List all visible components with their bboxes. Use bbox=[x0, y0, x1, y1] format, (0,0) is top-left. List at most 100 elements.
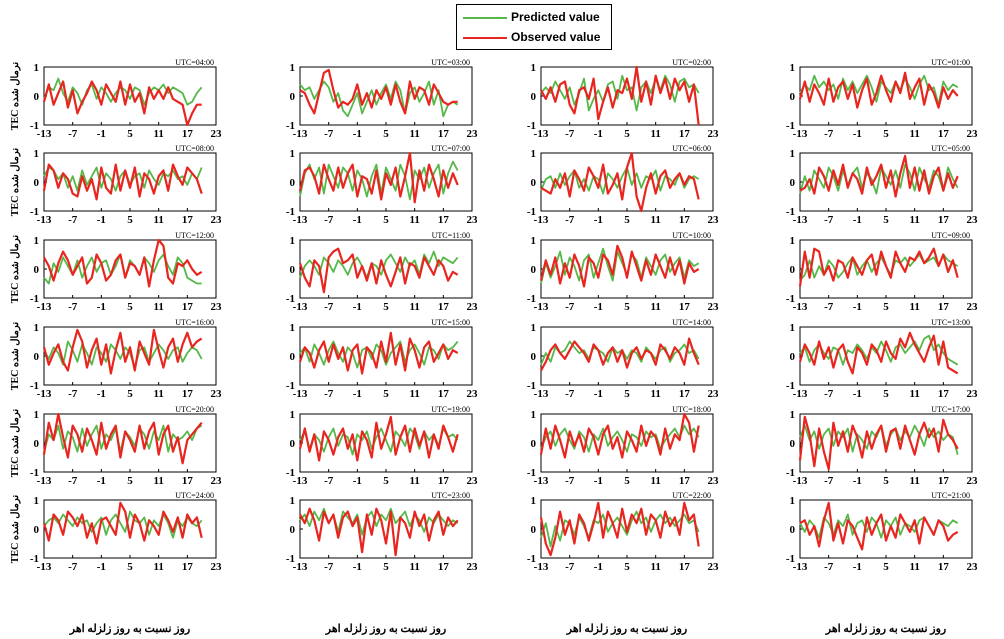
x-tick-label: 17 bbox=[182, 128, 194, 140]
x-tick-label: -7 bbox=[824, 301, 834, 313]
panel-title: UTC=24:00 bbox=[175, 491, 214, 500]
y-tick-label: 1 bbox=[790, 322, 796, 334]
x-tick-label: 11 bbox=[153, 388, 163, 400]
panel-title: UTC=04:00 bbox=[175, 58, 214, 67]
y-axis-label: TEC نرمال شده bbox=[10, 409, 21, 478]
predicted-series-line bbox=[43, 166, 203, 192]
x-tick-label: -7 bbox=[324, 214, 334, 226]
y-axis-label: TEC نرمال شده bbox=[10, 322, 21, 391]
y-tick-label: -1 bbox=[286, 206, 295, 218]
panel-title: UTC=13:00 bbox=[931, 318, 970, 327]
x-tick-label: 17 bbox=[438, 475, 450, 487]
panel-2: UTC=03:00 -1 0 1 -13 -7 -1 5 11 17 23 bbox=[286, 58, 478, 140]
x-tick-label: 17 bbox=[679, 388, 691, 400]
observed-series-line bbox=[798, 331, 959, 375]
y-tick-label: 0 bbox=[34, 177, 40, 189]
x-axis-label: روز نسبت به روز زلزله اهر bbox=[325, 623, 446, 635]
y-tick-label: -1 bbox=[786, 467, 795, 479]
observed-series-line bbox=[43, 238, 203, 288]
x-tick-label: -7 bbox=[68, 214, 78, 226]
x-tick-label: -13 bbox=[534, 128, 549, 140]
x-tick-label: 11 bbox=[153, 301, 163, 313]
observed-series-line bbox=[42, 501, 203, 545]
x-tick-label: 17 bbox=[182, 214, 194, 226]
y-tick-label: -1 bbox=[786, 380, 795, 392]
x-tick-label: -1 bbox=[97, 128, 106, 140]
x-tick-label: 23 bbox=[967, 214, 979, 226]
x-tick-label: -1 bbox=[97, 475, 106, 487]
observed-series-line bbox=[299, 68, 458, 115]
x-tick-label: 23 bbox=[211, 214, 223, 226]
x-tick-label: -1 bbox=[853, 301, 862, 313]
x-tick-label: -1 bbox=[97, 388, 106, 400]
y-tick-label: 0 bbox=[531, 524, 537, 536]
x-tick-label: 17 bbox=[938, 128, 950, 140]
panel-19: UTC=18:00 -1 0 1 -13 -7 -1 5 11 17 23 bbox=[527, 405, 719, 487]
x-tick-label: 11 bbox=[409, 475, 419, 487]
y-tick-label: 0 bbox=[790, 351, 796, 363]
x-tick-label: 17 bbox=[938, 561, 950, 573]
y-tick-label: -1 bbox=[30, 293, 39, 305]
x-tick-label: 5 bbox=[883, 214, 889, 226]
x-tick-label: 17 bbox=[938, 388, 950, 400]
y-axis-label: TEC نرمال شده bbox=[10, 235, 21, 304]
observed-series-line bbox=[42, 412, 203, 465]
panel-title: UTC=17:00 bbox=[931, 405, 970, 414]
x-tick-label: 23 bbox=[467, 561, 479, 573]
y-tick-label: 0 bbox=[290, 351, 296, 363]
x-tick-label: 23 bbox=[708, 561, 720, 573]
observed-series-line bbox=[798, 415, 959, 471]
panel-9: UTC=12:00 -1 0 1 -13 -7 -1 5 11 17 23 bbox=[30, 231, 222, 313]
y-tick-label: -1 bbox=[786, 120, 795, 132]
observed-series-line bbox=[298, 151, 459, 204]
x-tick-label: 17 bbox=[182, 301, 194, 313]
x-tick-label: -1 bbox=[97, 561, 106, 573]
predicted-series-line bbox=[43, 510, 203, 539]
x-tick-label: 17 bbox=[679, 475, 691, 487]
x-tick-label: 23 bbox=[967, 128, 979, 140]
x-tick-label: 5 bbox=[127, 128, 133, 140]
observed-series-line bbox=[298, 415, 459, 462]
y-tick-label: 0 bbox=[290, 91, 296, 103]
y-tick-label: -1 bbox=[30, 120, 39, 132]
y-tick-label: 1 bbox=[34, 148, 40, 160]
y-tick-label: 1 bbox=[34, 62, 40, 74]
x-tick-label: -13 bbox=[37, 388, 52, 400]
y-tick-label: 0 bbox=[34, 264, 40, 276]
x-tick-label: -13 bbox=[793, 214, 808, 226]
panel-title: UTC=22:00 bbox=[672, 491, 711, 500]
x-tick-label: 23 bbox=[708, 214, 720, 226]
x-tick-label: 17 bbox=[182, 475, 194, 487]
x-tick-label: -13 bbox=[534, 388, 549, 400]
observed-series-line bbox=[540, 337, 700, 372]
x-tick-label: 23 bbox=[708, 301, 720, 313]
x-tick-label: -13 bbox=[534, 561, 549, 573]
x-tick-label: 17 bbox=[438, 128, 450, 140]
panel-18: UTC=19:00 -1 0 1 -13 -7 -1 5 11 17 23 bbox=[286, 405, 478, 487]
axes-box bbox=[43, 499, 217, 559]
x-tick-label: -1 bbox=[594, 561, 603, 573]
x-tick-label: -7 bbox=[824, 214, 834, 226]
y-tick-label: -1 bbox=[286, 553, 295, 565]
x-tick-label: -13 bbox=[793, 561, 808, 573]
axes-box bbox=[799, 499, 973, 559]
x-tick-label: -7 bbox=[324, 475, 334, 487]
y-tick-label: 0 bbox=[34, 351, 40, 363]
x-tick-label: -1 bbox=[97, 301, 106, 313]
axes-box bbox=[43, 152, 217, 212]
y-tick-label: -1 bbox=[30, 206, 39, 218]
y-tick-label: 1 bbox=[531, 495, 537, 507]
x-tick-label: -1 bbox=[594, 301, 603, 313]
x-tick-label: -13 bbox=[37, 301, 52, 313]
y-tick-label: 1 bbox=[290, 235, 296, 247]
x-tick-label: -1 bbox=[353, 561, 362, 573]
panel-7: UTC=06:00 -1 0 1 -13 -7 -1 5 11 17 23 bbox=[527, 144, 719, 226]
x-tick-label: 5 bbox=[383, 388, 389, 400]
y-axis-label: TEC نرمال شده bbox=[10, 62, 21, 131]
observed-series-line bbox=[799, 154, 959, 198]
x-tick-label: -7 bbox=[565, 561, 575, 573]
x-tick-label: 23 bbox=[708, 388, 720, 400]
panel-title: UTC=15:00 bbox=[431, 318, 470, 327]
y-tick-label: 1 bbox=[34, 409, 40, 421]
x-tick-label: 11 bbox=[409, 388, 419, 400]
